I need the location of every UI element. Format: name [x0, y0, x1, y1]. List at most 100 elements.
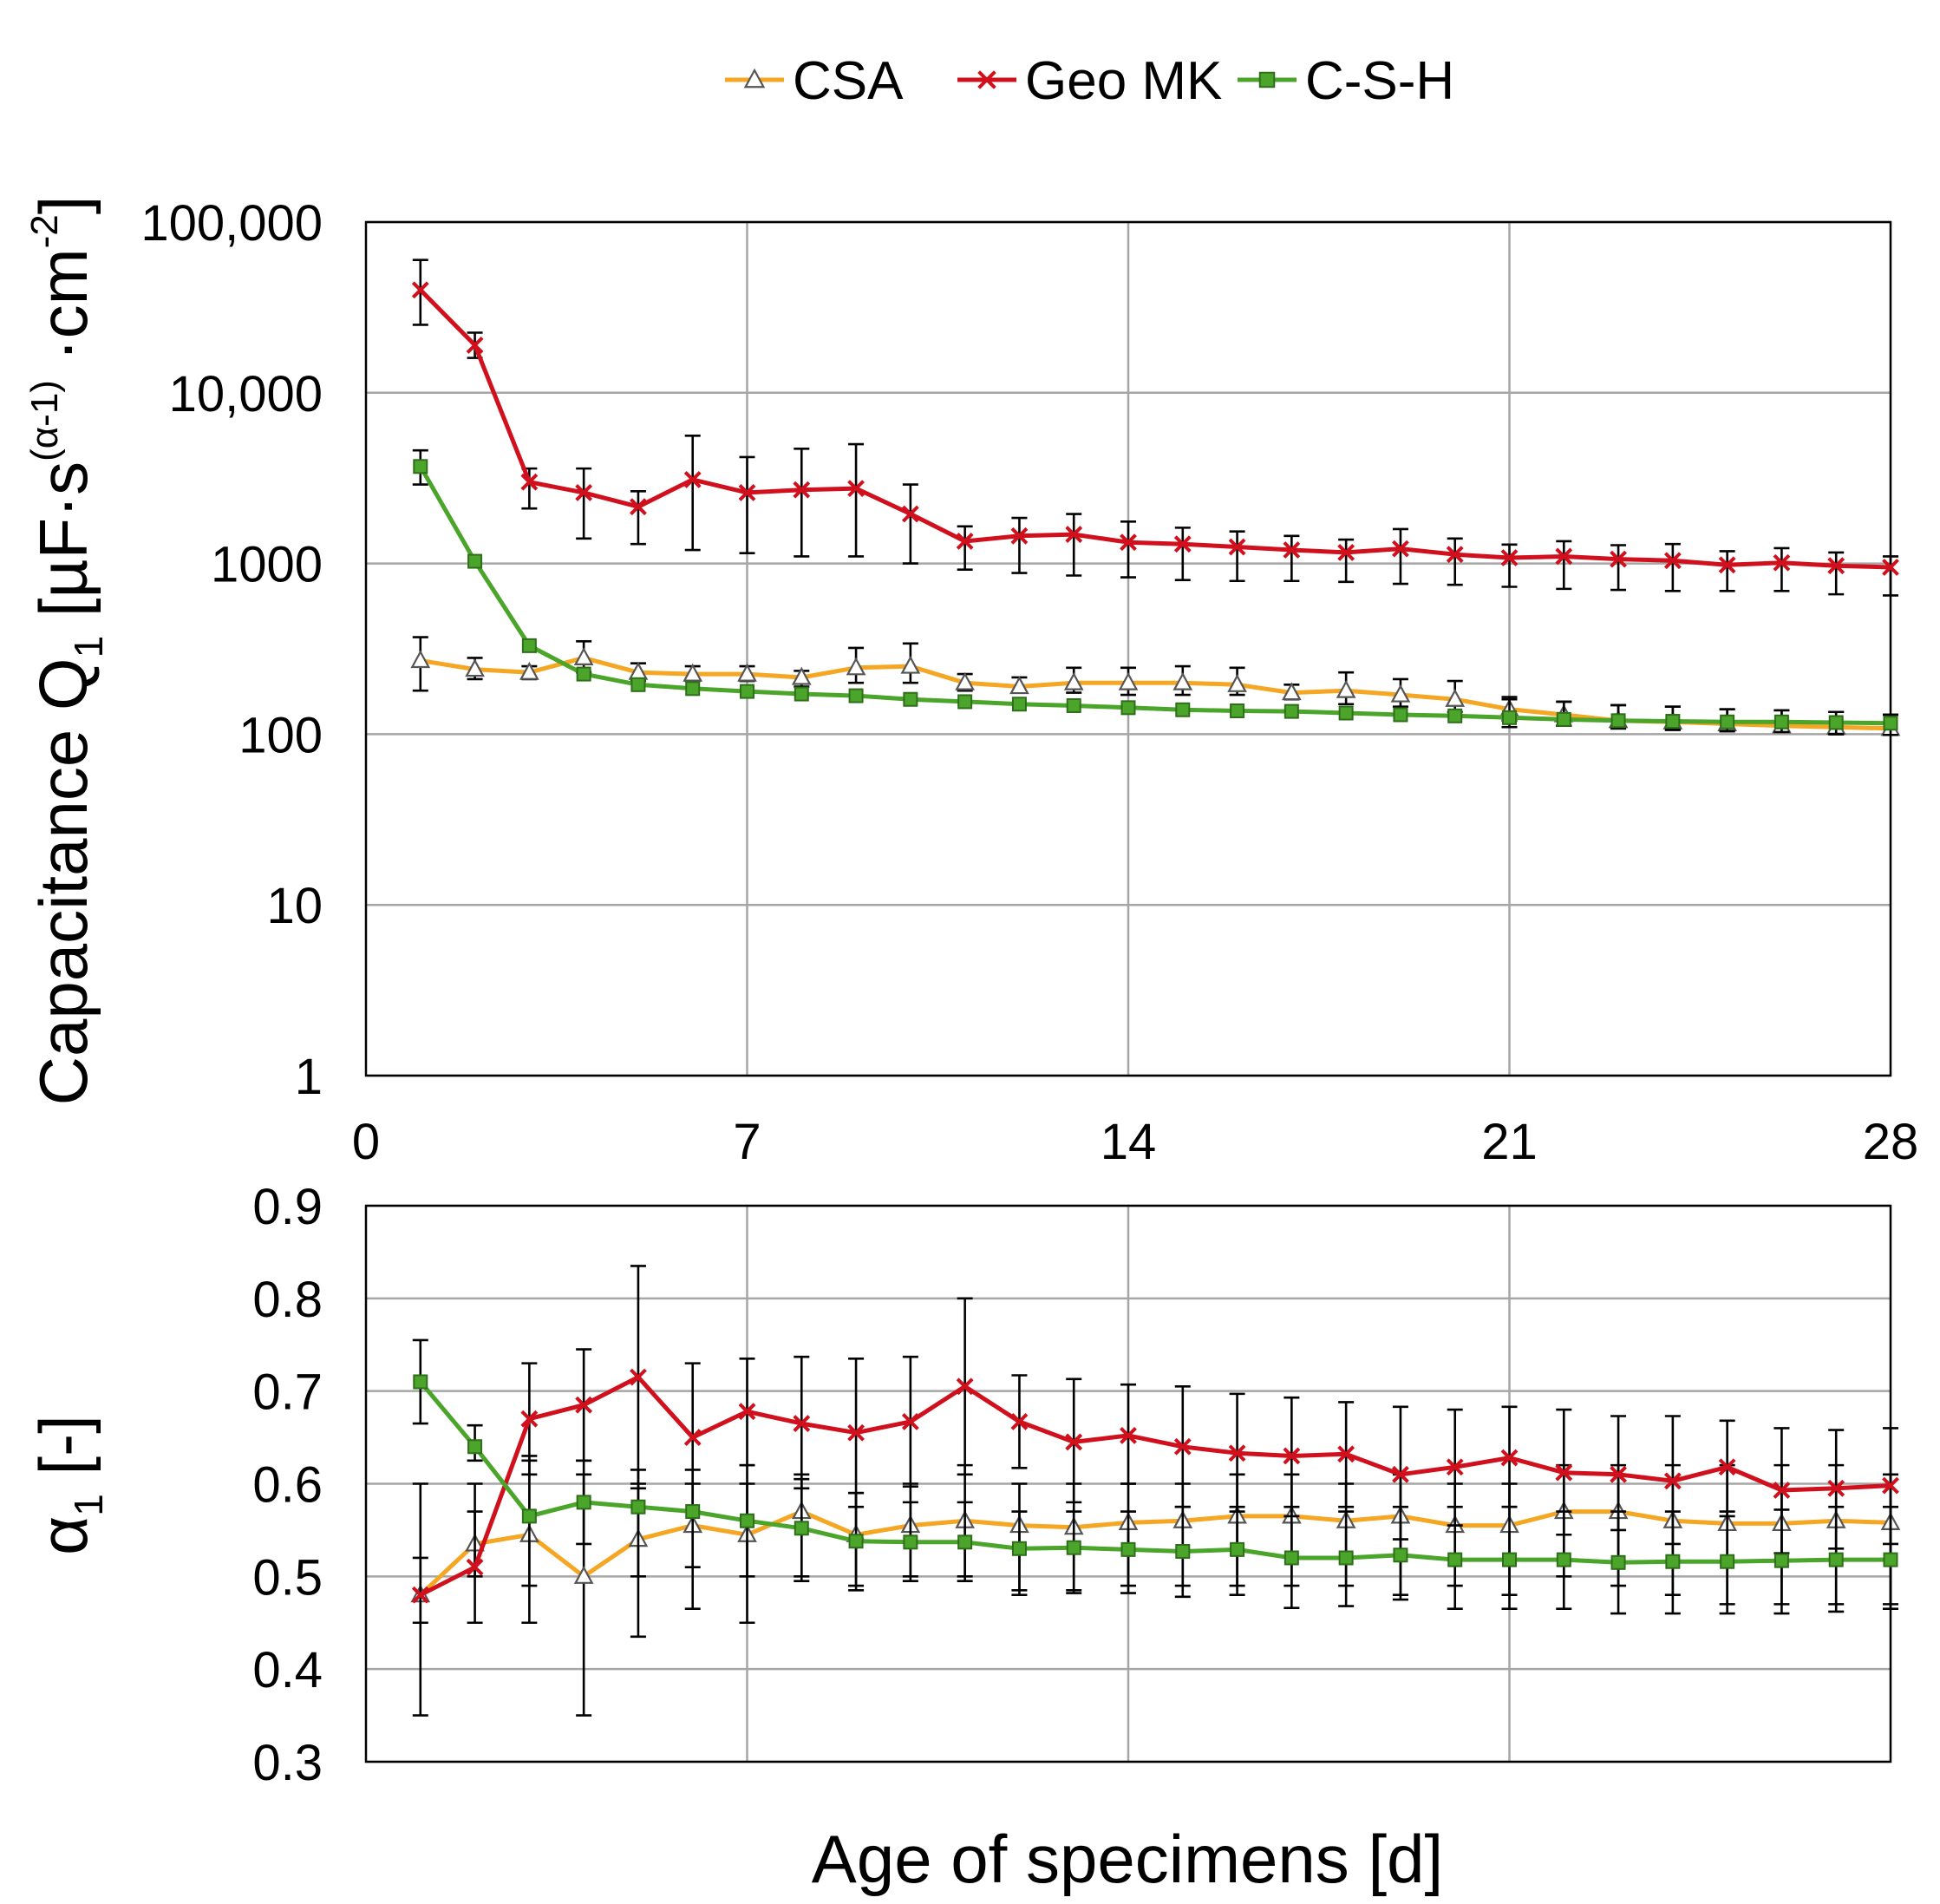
data-point-geo [738, 484, 756, 501]
data-point-csh [1773, 1553, 1789, 1568]
x-tick-label: 21 [1481, 1114, 1538, 1170]
bottom-y-axis-title: α1 [-] [25, 1415, 111, 1555]
data-point-geo [1718, 1458, 1736, 1476]
data-point-csh [685, 681, 701, 697]
series-line-csa [419, 1509, 1891, 1597]
series-line-geo [419, 1375, 1891, 1597]
bottom-series [410, 1265, 1901, 1717]
data-point-geo [1555, 1463, 1573, 1482]
x-tick-label: 7 [733, 1114, 761, 1170]
y-tick-label: 0.4 [252, 1642, 323, 1698]
top-series [410, 258, 1901, 736]
series-line-geo [419, 288, 1891, 570]
bottom-y-tick-labels: 0.3 0.4 0.5 0.6 0.7 0.8 0.9 [252, 1179, 323, 1791]
data-point-geo [956, 1377, 974, 1396]
data-point-geo [1392, 1465, 1409, 1483]
error-bar [1556, 540, 1572, 591]
data-point-geo [1228, 538, 1246, 556]
x-tick-label: 14 [1101, 1114, 1157, 1170]
error-bar [1011, 516, 1028, 574]
data-point-csa [573, 647, 594, 665]
data-point-csa [1227, 674, 1247, 692]
data-point-geo [1120, 1427, 1137, 1444]
data-point-csa [465, 658, 485, 677]
data-point-csh [521, 1508, 537, 1524]
legend: CSA Geo MK C-S-H [725, 51, 1454, 111]
error-bar [412, 1482, 428, 1717]
data-point-csh [1284, 703, 1299, 719]
x-tick-label: 28 [1863, 1114, 1919, 1170]
data-point-csh [1338, 705, 1354, 721]
data-point-csh [1828, 1552, 1844, 1567]
data-point-geo [1663, 552, 1682, 570]
data-point-csa [955, 671, 975, 690]
data-point-csh [1230, 1541, 1245, 1557]
data-point-csa [846, 657, 866, 676]
data-point-csh [1720, 1554, 1735, 1569]
data-point-csa [791, 666, 812, 685]
data-point-csh [413, 459, 428, 474]
error-bar [957, 525, 973, 572]
error-bar [902, 483, 918, 565]
data-point-csh [740, 1513, 754, 1528]
legend-marker-csh [1258, 71, 1276, 88]
error-bar [1883, 555, 1898, 597]
data-point-geo [793, 481, 811, 499]
y-tick-label: 0.9 [252, 1179, 323, 1235]
error-bar [1773, 546, 1790, 592]
error-bar [794, 448, 810, 558]
data-point-csa [1390, 684, 1411, 703]
data-point-geo [1010, 1413, 1029, 1430]
error-bar [630, 490, 646, 546]
data-point-geo [1882, 1476, 1899, 1495]
data-point-csa [900, 655, 921, 674]
data-point-geo [901, 505, 919, 523]
data-point-csa [410, 650, 431, 669]
legend-marker-geo [977, 70, 996, 89]
error-bar [630, 1469, 646, 1639]
data-point-geo [1882, 559, 1899, 576]
error-bar [1338, 538, 1355, 584]
error-bar [1284, 534, 1300, 583]
data-point-csh [1338, 1550, 1354, 1566]
error-bar [1392, 527, 1408, 586]
x-tick-label: 0 [352, 1114, 380, 1170]
data-point-geo [1120, 533, 1137, 552]
data-point-csa [1172, 671, 1193, 690]
series-line-csh [418, 465, 1891, 726]
data-point-geo [630, 1368, 647, 1386]
data-point-geo [1337, 544, 1355, 561]
series-geo [411, 258, 1899, 597]
data-point-geo [1827, 557, 1845, 575]
data-point-csh [630, 677, 646, 692]
data-point-csa [737, 663, 757, 682]
data-point-csh [1120, 700, 1136, 716]
error-bar [848, 442, 865, 558]
error-bar [1120, 520, 1136, 579]
top-plot-frame [364, 220, 1892, 1077]
data-point-geo [1010, 527, 1029, 545]
error-bar [739, 455, 755, 554]
data-point-geo [1555, 547, 1573, 566]
data-point-csh [1502, 1552, 1517, 1567]
data-point-csa [573, 1566, 594, 1584]
data-point-geo [1827, 1479, 1845, 1497]
y-tick-label: 0.5 [252, 1549, 323, 1606]
data-point-csh [413, 1374, 428, 1390]
data-point-geo [1065, 1433, 1083, 1451]
data-point-geo [1283, 1447, 1301, 1465]
data-point-geo [1283, 541, 1301, 559]
data-point-csh [1665, 1554, 1681, 1569]
legend-item-csa: CSA [725, 51, 904, 111]
data-point-csh [576, 666, 591, 682]
data-point-geo [520, 1410, 539, 1428]
legend-label-geo: Geo MK [1025, 51, 1222, 111]
data-point-csh [1502, 710, 1517, 725]
data-point-csa [1063, 671, 1084, 690]
data-point-csh [1066, 1540, 1081, 1555]
error-bar [1066, 513, 1082, 577]
data-point-geo [683, 1429, 702, 1446]
data-point-geo [1773, 1482, 1791, 1499]
data-point-geo [1392, 540, 1409, 558]
